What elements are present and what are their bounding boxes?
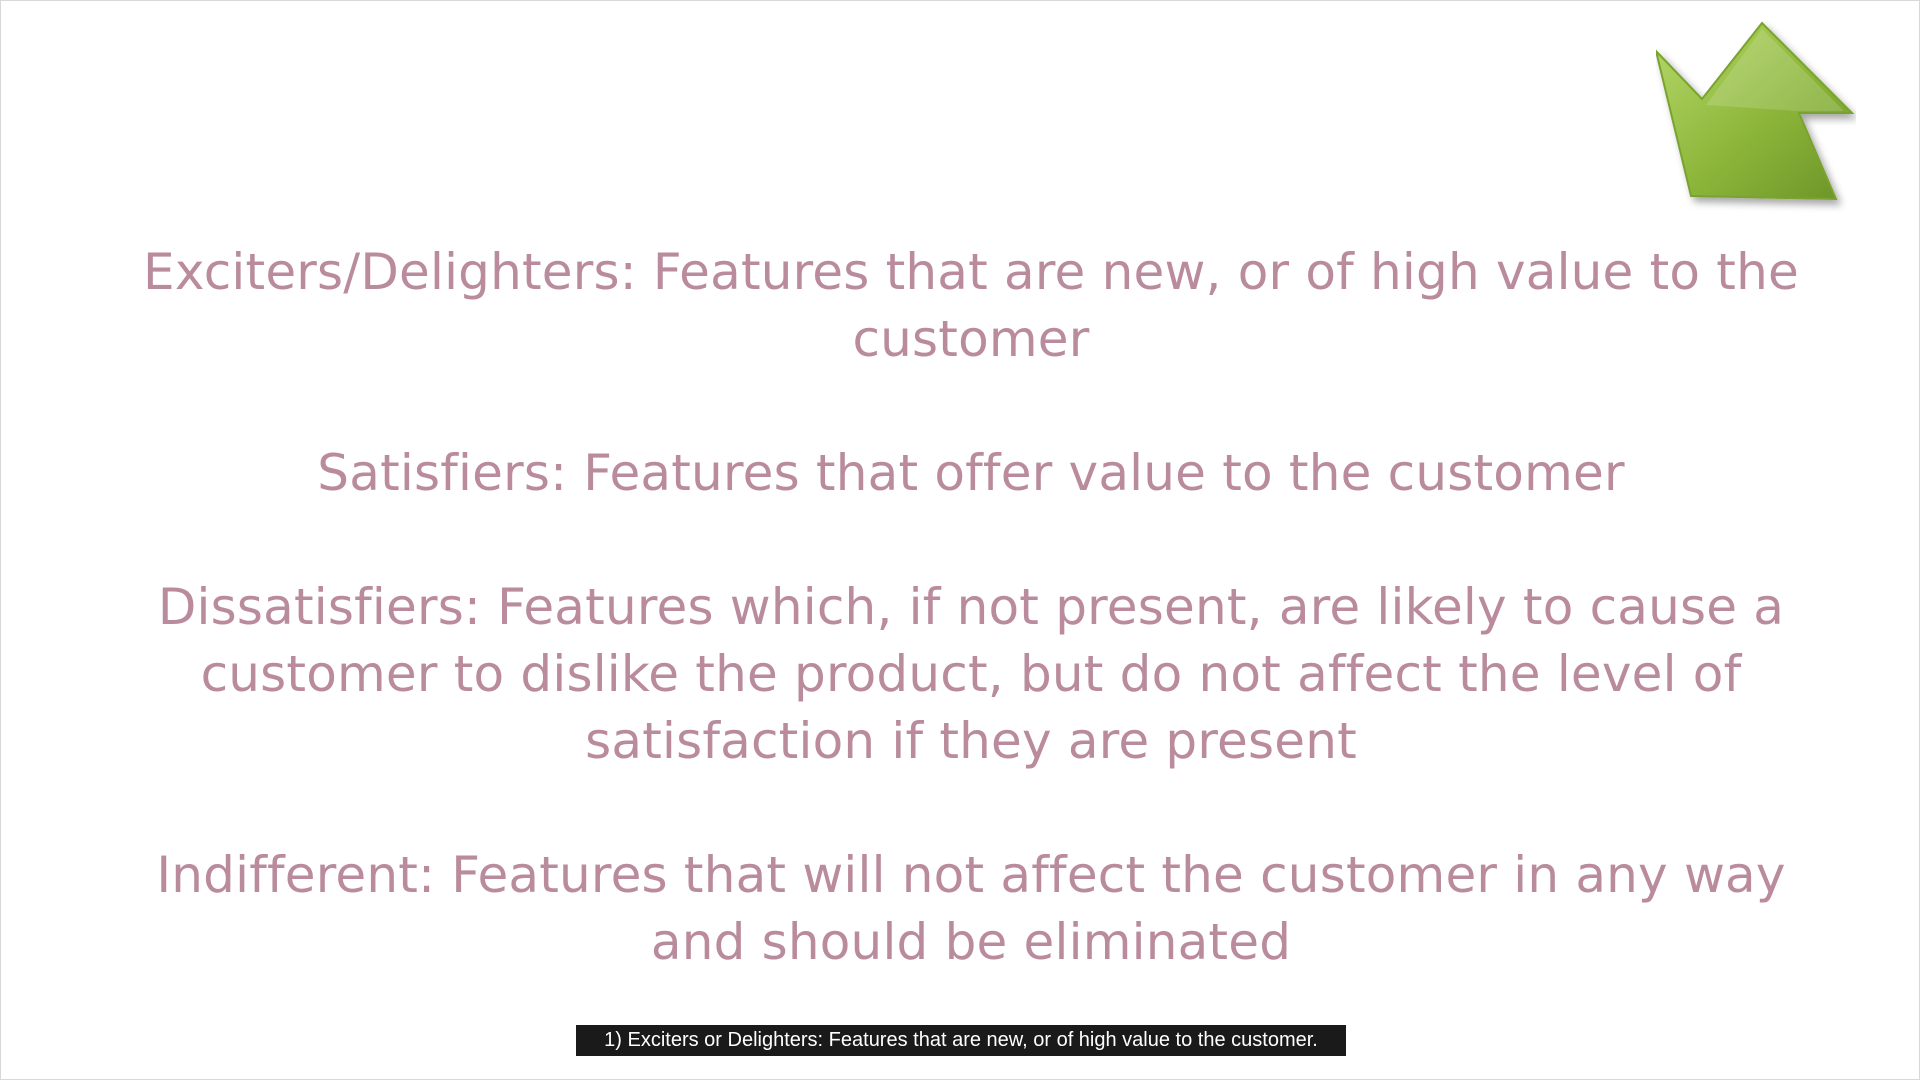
slide-body: Exciters/Delighters: Features that are n… — [101, 239, 1841, 976]
arrow-highlight — [1706, 29, 1844, 111]
arrow-shape — [1656, 21, 1855, 201]
dissatisfiers-text: Dissatisfiers: Features which, if not pr… — [157, 578, 1785, 770]
exciters-text: Exciters/Delighters: Features that are n… — [143, 243, 1799, 368]
satisfiers-text: Satisfiers: Features that offer value to… — [317, 444, 1625, 502]
spacer — [101, 775, 1841, 842]
video-caption: 1) Exciters or Delighters: Features that… — [576, 1025, 1346, 1056]
green-arrow-down-left-icon — [1656, 21, 1855, 201]
spacer — [101, 507, 1841, 574]
indifferent-text: Indifferent: Features that will not affe… — [156, 846, 1786, 971]
spacer — [101, 373, 1841, 440]
